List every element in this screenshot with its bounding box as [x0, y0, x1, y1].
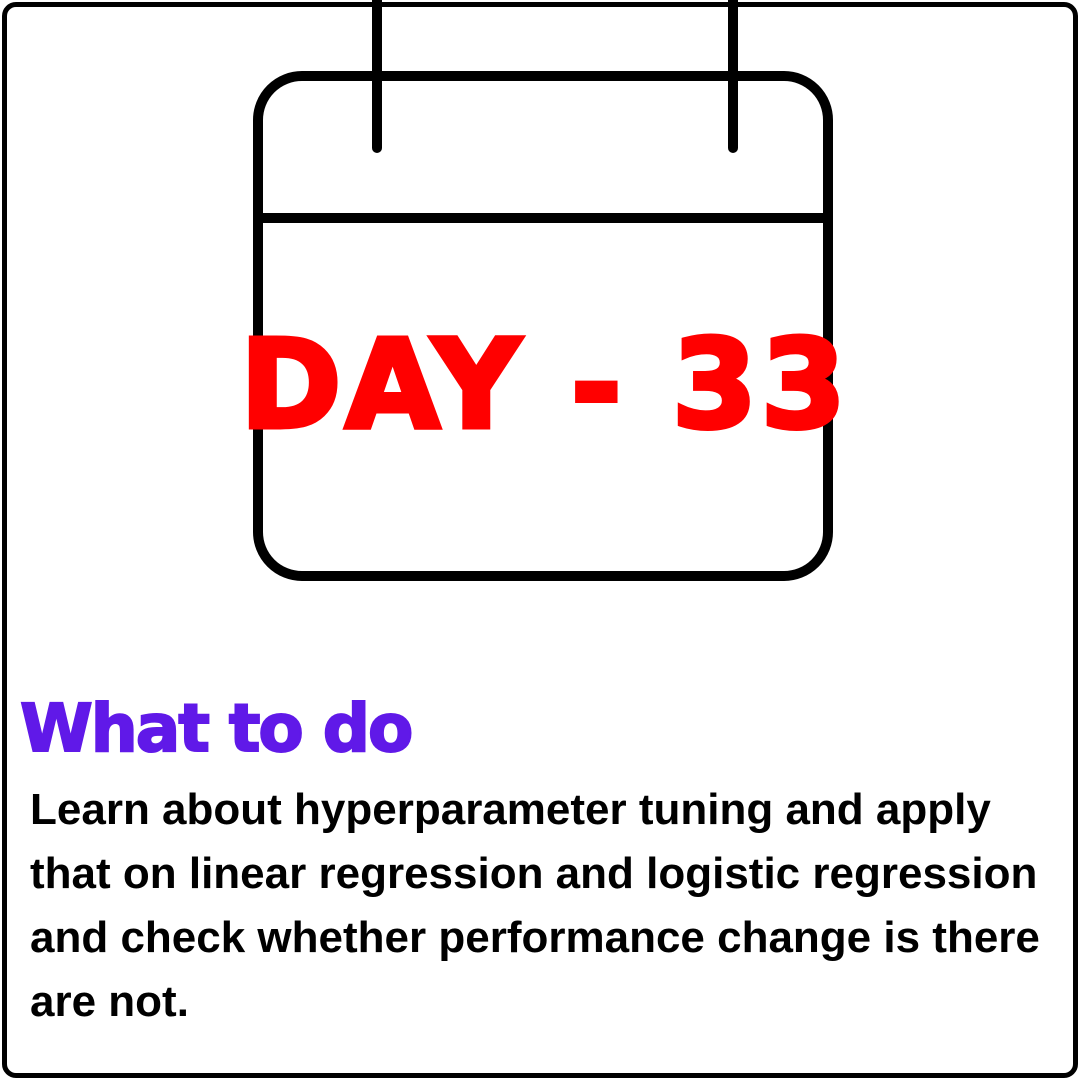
section-body: Learn about hyperparameter tuning and ap… — [30, 785, 1040, 1026]
section-heading: What to do — [19, 689, 414, 768]
day-label: DAY - 33 — [238, 312, 850, 459]
calendar-body — [253, 71, 833, 581]
